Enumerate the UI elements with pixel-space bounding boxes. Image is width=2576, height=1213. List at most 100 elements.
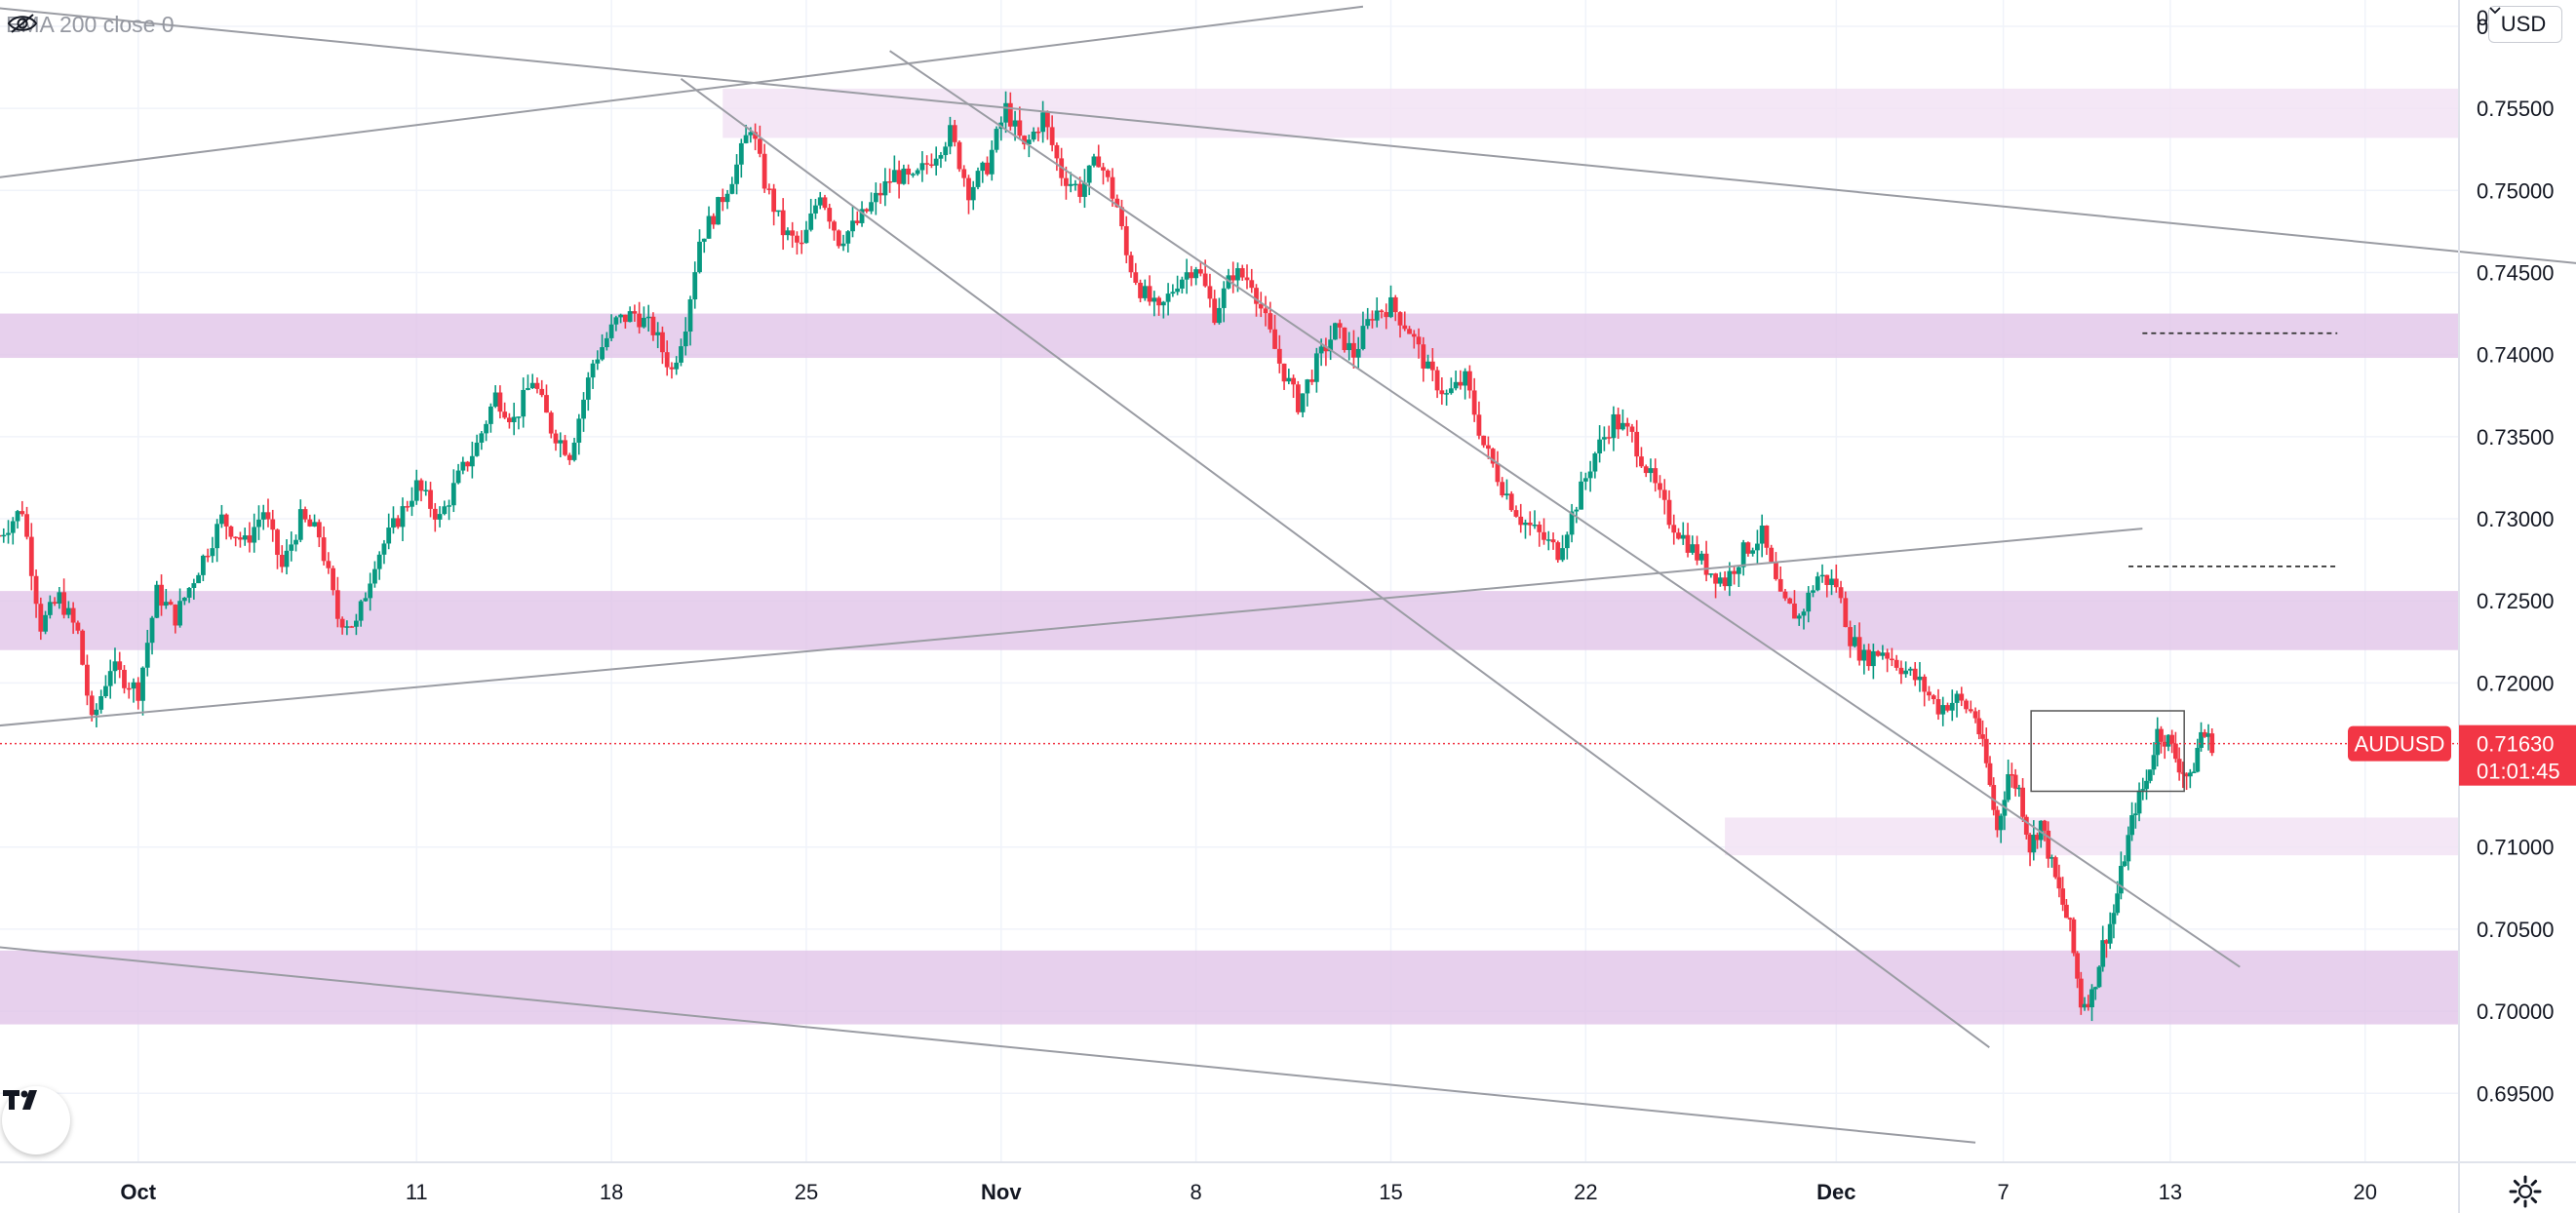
price-badge-value: 0.71630	[2477, 732, 2555, 757]
candle-body	[1295, 384, 1301, 412]
candle-body	[1313, 353, 1319, 382]
candle-body	[1476, 414, 1482, 436]
candle-body	[89, 695, 95, 716]
candle-body	[2132, 813, 2138, 816]
candle-body	[1980, 734, 1985, 739]
candle-body	[645, 316, 651, 319]
candle-body	[526, 388, 530, 390]
candle-body	[1263, 308, 1268, 314]
candle-body	[1698, 553, 1704, 561]
candle-body	[1212, 298, 1218, 324]
candle-body	[1, 534, 7, 537]
candle-body	[223, 514, 229, 527]
candle-body	[1049, 127, 1055, 145]
candle-body	[2118, 866, 2124, 894]
candle-body	[896, 170, 902, 184]
candle-body	[1425, 361, 1430, 369]
candle-body	[1532, 524, 1538, 527]
candle-body	[1555, 542, 1561, 561]
candle-body	[410, 500, 414, 507]
trendline-6	[0, 946, 1976, 1144]
candle-body	[521, 389, 527, 417]
candle-body	[766, 188, 772, 190]
candle-body	[1128, 254, 1134, 273]
candle-body	[1518, 516, 1524, 526]
candle-body	[1912, 668, 1918, 681]
time-tick-label: Nov	[981, 1180, 1022, 1204]
candle-body	[191, 583, 197, 588]
candle-body	[1421, 344, 1426, 369]
candle-body	[442, 506, 448, 515]
candle-body	[534, 382, 540, 389]
time-tick-label: 13	[2159, 1180, 2182, 1204]
candle-body	[901, 168, 907, 184]
candle-body	[511, 416, 517, 423]
candle-body	[358, 601, 364, 621]
candle-body	[1305, 379, 1310, 394]
gear-icon[interactable]	[2508, 1174, 2543, 1209]
candle-body	[2086, 1003, 2091, 1008]
candle-body	[1365, 319, 1371, 327]
price-tick-label: 0.72500	[2477, 589, 2555, 613]
candle-body	[924, 163, 930, 165]
candle-body	[873, 192, 878, 203]
time-tick-label: 11	[406, 1180, 428, 1204]
candle-body	[761, 153, 767, 189]
tradingview-logo-icon[interactable]	[2, 1086, 70, 1154]
price-tick-label: 0.74000	[2477, 343, 2555, 368]
candle-body	[2078, 978, 2084, 1008]
candle-body	[256, 519, 261, 528]
candle-body	[683, 332, 688, 347]
candle-body	[687, 299, 693, 333]
candle-body	[1796, 615, 1802, 619]
candle-body	[2049, 857, 2054, 859]
candle-body	[2147, 769, 2153, 781]
candle-body	[2184, 773, 2189, 777]
candle-body	[0, 534, 2, 537]
candle-body	[1012, 120, 1018, 127]
candle-body	[80, 630, 86, 665]
candle-body	[447, 505, 451, 507]
candle-body	[2071, 919, 2077, 954]
candle-body	[1764, 526, 1770, 548]
price-zone-4	[1725, 817, 2459, 856]
currency-selector[interactable]: USD	[2488, 6, 2562, 43]
candle-body	[1703, 553, 1709, 575]
candle-body	[1815, 576, 1820, 591]
price-tick-label: 0.75500	[2477, 97, 2555, 121]
candle-body	[2205, 733, 2211, 737]
candle-body	[1031, 131, 1036, 140]
time-tick-label: 8	[1190, 1180, 1202, 1204]
candle-body	[228, 526, 234, 537]
candle-body	[1616, 413, 1621, 430]
candle-body	[20, 511, 25, 515]
candle-body	[1165, 293, 1171, 302]
candle-body	[85, 664, 90, 696]
candle-body	[864, 209, 870, 212]
candle-body	[1101, 167, 1106, 171]
candle-body	[1463, 371, 1468, 386]
candle-body	[1114, 198, 1120, 208]
candle-body	[1268, 313, 1273, 330]
candle-body	[363, 598, 369, 602]
candle-body	[655, 332, 661, 335]
candle-body	[571, 442, 577, 460]
candle-body	[1782, 591, 1788, 599]
candle-body	[2151, 755, 2157, 770]
candle-body	[674, 362, 680, 370]
candle-body	[1471, 390, 1477, 415]
candle-body	[1856, 637, 1862, 661]
candle-body	[117, 661, 123, 670]
price-tick-label: 0.75000	[2477, 178, 2555, 203]
candle-body	[1560, 548, 1565, 561]
symbol-tag: AUDUSD	[2348, 725, 2451, 762]
time-tick-label: 7	[1997, 1180, 2009, 1204]
candle-body	[2023, 816, 2029, 835]
candle-body	[1597, 439, 1603, 453]
candle-body	[1189, 272, 1194, 279]
eye-crossed-icon[interactable]	[7, 14, 223, 37]
candle-body	[1513, 510, 1519, 517]
candle-body	[980, 162, 986, 172]
